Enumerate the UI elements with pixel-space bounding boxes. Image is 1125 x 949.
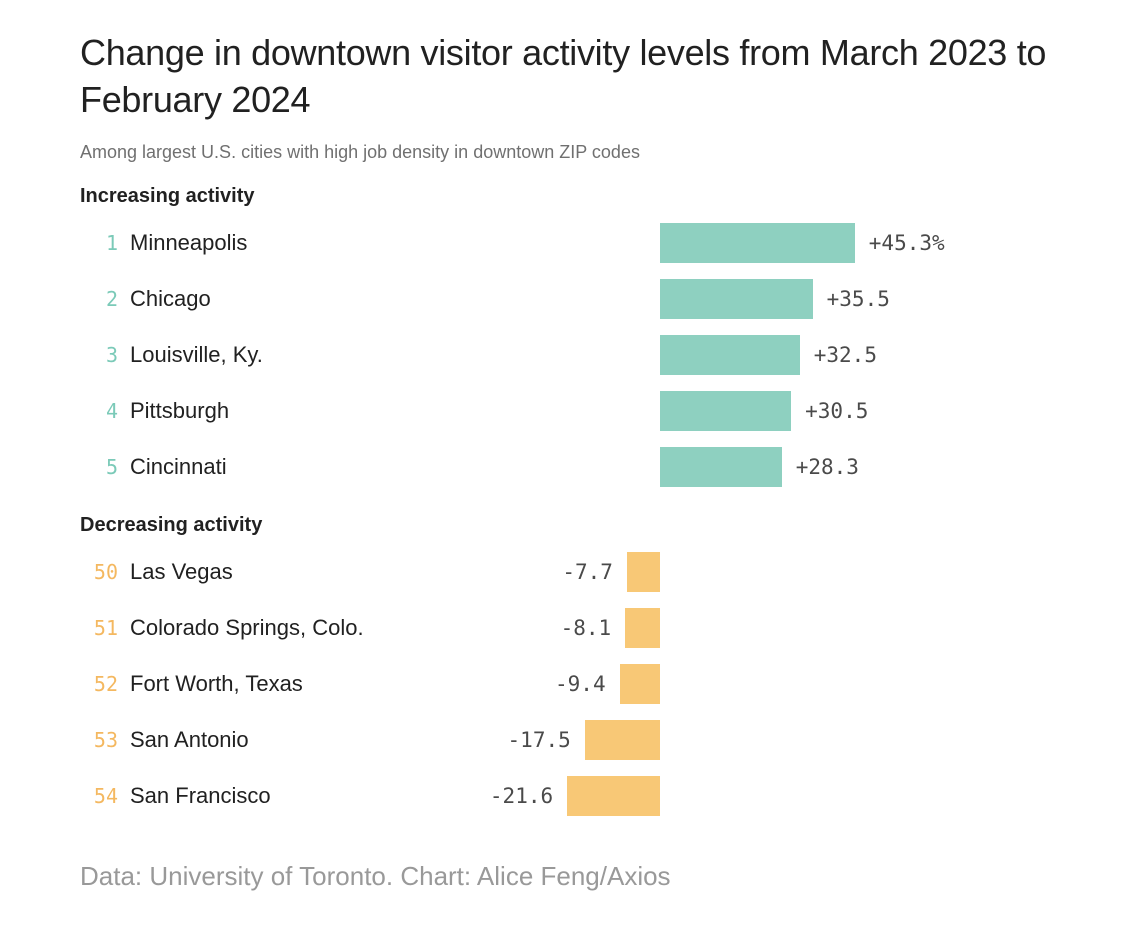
bar-fill [660, 335, 800, 375]
bar-row: 4Pittsburgh +30.5 [80, 386, 1075, 436]
rank-number: 51 [80, 616, 130, 640]
bar-track: -7.7 [460, 552, 980, 592]
bar-value-label: -21.6 [490, 784, 553, 808]
bar-fill [660, 223, 855, 263]
bar-value-label: -8.1 [561, 616, 612, 640]
bar-value-label: +32.5 [814, 343, 877, 367]
rank-number: 4 [80, 399, 130, 423]
bar-track: +35.5 [460, 279, 980, 319]
bar-track: -17.5 [460, 720, 980, 760]
chart-title: Change in downtown visitor activity leve… [80, 30, 1075, 124]
bar-row: 2Chicago +35.5 [80, 274, 1075, 324]
bar-fill [585, 720, 660, 760]
city-label: Minneapolis [130, 230, 460, 256]
section-header-increasing: Increasing activity [80, 185, 1075, 208]
city-label: San Antonio [130, 727, 460, 753]
bar-fill [625, 608, 660, 648]
city-label: Fort Worth, Texas [130, 671, 460, 697]
rank-number: 53 [80, 728, 130, 752]
bar-row: 3Louisville, Ky. +32.5 [80, 330, 1075, 380]
bar-fill [627, 552, 660, 592]
city-label: Colorado Springs, Colo. [130, 615, 460, 641]
chart-subtitle: Among largest U.S. cities with high job … [80, 142, 1075, 163]
rank-number: 3 [80, 343, 130, 367]
section-header-decreasing: Decreasing activity [80, 514, 1075, 537]
rank-number: 54 [80, 784, 130, 808]
city-label: San Francisco [130, 783, 460, 809]
bar-track: +28.3 [460, 447, 980, 487]
bar-track: -8.1 [460, 608, 980, 648]
bar-fill [660, 279, 813, 319]
bar-value-label: -17.5 [508, 728, 571, 752]
bar-track: +32.5 [460, 335, 980, 375]
rank-number: 50 [80, 560, 130, 584]
city-label: Louisville, Ky. [130, 342, 460, 368]
chart-credit: Data: University of Toronto. Chart: Alic… [80, 861, 1075, 892]
bar-value-label: -9.4 [555, 672, 606, 696]
bar-fill [660, 391, 791, 431]
bar-fill [660, 447, 782, 487]
city-label: Pittsburgh [130, 398, 460, 424]
bar-fill [567, 776, 660, 816]
bar-row: 50Las Vegas -7.7 [80, 547, 1075, 597]
bar-track: -9.4 [460, 664, 980, 704]
bar-row: 1Minneapolis +45.3% [80, 218, 1075, 268]
bar-fill [620, 664, 660, 704]
bar-track: +45.3% [460, 223, 980, 263]
bar-value-label: +35.5 [827, 287, 890, 311]
city-label: Las Vegas [130, 559, 460, 585]
bar-value-label: +45.3% [869, 231, 945, 255]
rank-number: 1 [80, 231, 130, 255]
bar-value-label: -7.7 [562, 560, 613, 584]
bar-value-label: +30.5 [805, 399, 868, 423]
rank-number: 2 [80, 287, 130, 311]
bar-track: -21.6 [460, 776, 980, 816]
rank-number: 5 [80, 455, 130, 479]
bar-row: 51Colorado Springs, Colo. -8.1 [80, 603, 1075, 653]
city-label: Cincinnati [130, 454, 460, 480]
bar-row: 54San Francisco -21.6 [80, 771, 1075, 821]
bar-value-label: +28.3 [796, 455, 859, 479]
city-label: Chicago [130, 286, 460, 312]
rank-number: 52 [80, 672, 130, 696]
bar-row: 53San Antonio -17.5 [80, 715, 1075, 765]
bar-row: 5Cincinnati +28.3 [80, 442, 1075, 492]
bar-row: 52Fort Worth, Texas -9.4 [80, 659, 1075, 709]
diverging-bar-chart: Increasing activity 1Minneapolis +45.3% 2Ch… [80, 185, 1075, 821]
bar-track: +30.5 [460, 391, 980, 431]
